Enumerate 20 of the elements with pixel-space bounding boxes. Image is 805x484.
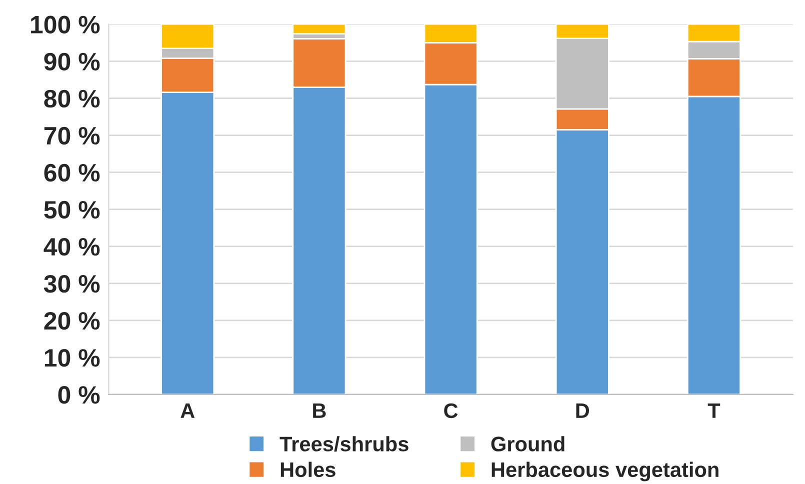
x-tick-label: T [708,404,720,418]
y-tick-label: 20 % [44,312,100,330]
y-tick-label: 50 % [44,200,100,219]
y-tick-label: 90 % [44,52,100,71]
legend-label: Ground [491,436,564,452]
y-tick-label: 80 % [44,90,100,108]
legend-label: Holes [280,462,336,478]
y-tick-label: 40 % [44,238,100,256]
legend-label: Trees/shrubs [280,436,408,452]
y-tick-label: 60 % [44,164,100,182]
x-tick-label: A [180,404,195,418]
y-tick-label: 0 % [58,386,100,404]
x-tick-label: C [444,403,458,418]
y-tick-label: 30 % [44,274,100,293]
y-tick-label: 100 % [31,16,100,34]
legend-label: Herbaceous vegetation [492,462,718,482]
y-tick-label: 70 % [44,126,100,145]
x-tick-label: B [313,404,326,418]
x-tick-label: D [576,404,590,418]
y-tick-label: 10 % [44,349,100,367]
